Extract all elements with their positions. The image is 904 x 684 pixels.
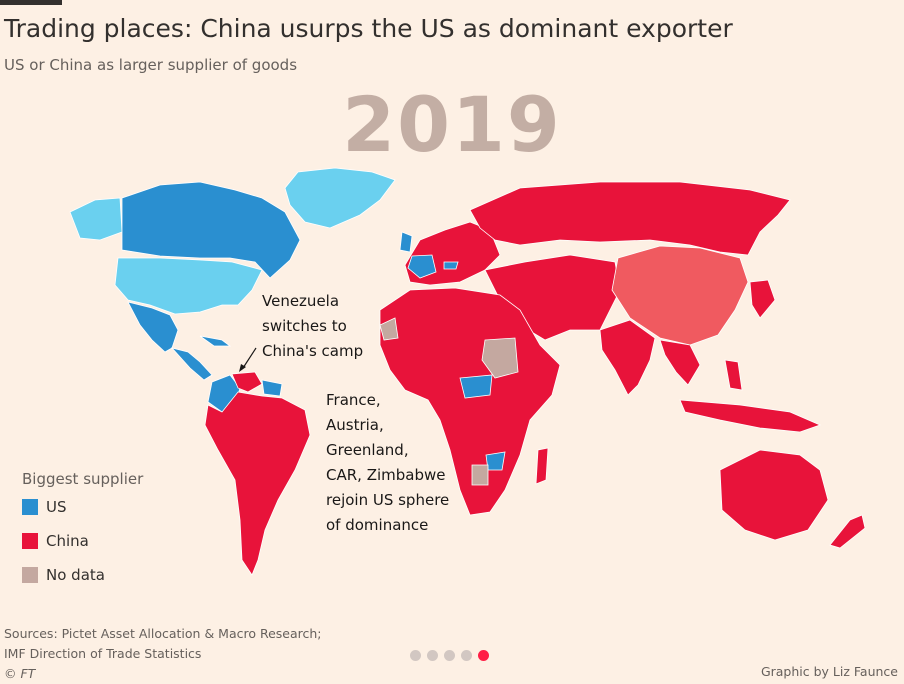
region-austria bbox=[443, 261, 459, 270]
region-new-zealand bbox=[829, 514, 866, 549]
chart-title: Trading places: China usurps the US as d… bbox=[4, 14, 733, 43]
legend-swatch-no-data bbox=[22, 567, 38, 583]
region-china bbox=[611, 245, 749, 346]
region-australia bbox=[719, 449, 829, 541]
page-dot-1[interactable] bbox=[410, 650, 421, 661]
region-alaska bbox=[69, 197, 123, 241]
legend-label-no-data: No data bbox=[46, 566, 105, 584]
region-madagascar bbox=[535, 447, 549, 485]
year-label: 2019 bbox=[342, 80, 562, 169]
graphic-credit: Graphic by Liz Faunce bbox=[760, 664, 898, 679]
page-dot-3[interactable] bbox=[444, 650, 455, 661]
annotation-venezuela: Venezuela switches to China's camp bbox=[262, 289, 363, 364]
legend-label-china: China bbox=[46, 532, 89, 550]
region-canada bbox=[121, 181, 301, 279]
page-dot-4[interactable] bbox=[461, 650, 472, 661]
pagination-dots bbox=[410, 650, 495, 661]
legend-item-china: China bbox=[22, 532, 143, 550]
annotation-line: Venezuela bbox=[262, 292, 340, 310]
region-caribbean bbox=[199, 335, 232, 347]
source-line: IMF Direction of Trade Statistics bbox=[4, 646, 202, 661]
annotation-line: CAR, Zimbabwe bbox=[326, 466, 446, 484]
region-sudan bbox=[481, 337, 519, 379]
legend-label-us: US bbox=[46, 498, 67, 516]
annotation-line: Austria, bbox=[326, 416, 384, 434]
legend-swatch-china bbox=[22, 533, 38, 549]
sources: Sources: Pictet Asset Allocation & Macro… bbox=[4, 624, 322, 684]
region-uk bbox=[399, 231, 413, 253]
region-zimbabwe bbox=[485, 451, 506, 471]
region-usa bbox=[114, 257, 263, 315]
venezuela-arrow-line bbox=[242, 347, 257, 369]
annotation-line: France, bbox=[326, 391, 381, 409]
source-line: Sources: Pictet Asset Allocation & Macro… bbox=[4, 626, 322, 641]
legend-swatch-us bbox=[22, 499, 38, 515]
annotation-line: of dominance bbox=[326, 516, 429, 534]
chart-subtitle: US or China as larger supplier of goods bbox=[4, 56, 298, 74]
region-western-sahara bbox=[379, 317, 399, 341]
region-southeast-asia bbox=[659, 339, 701, 386]
region-russia bbox=[469, 181, 791, 256]
region-greenland bbox=[284, 167, 396, 229]
region-indonesia bbox=[679, 399, 822, 433]
annotation-line: China's camp bbox=[262, 342, 364, 360]
page-dot-5[interactable] bbox=[478, 650, 489, 661]
region-car bbox=[459, 374, 493, 399]
region-guianas bbox=[261, 379, 283, 397]
page-dot-2[interactable] bbox=[427, 650, 438, 661]
legend: Biggest supplier US China No data bbox=[22, 470, 143, 600]
region-japan bbox=[749, 279, 776, 319]
region-india bbox=[599, 319, 656, 396]
legend-item-us: US bbox=[22, 498, 143, 516]
region-central-america bbox=[170, 347, 213, 381]
region-south-america bbox=[204, 391, 311, 576]
header-rule bbox=[0, 0, 62, 5]
annotation-us-sphere: France, Austria, Greenland, CAR, Zimbabw… bbox=[326, 388, 449, 538]
copyright: © FT bbox=[4, 666, 36, 681]
region-philippines bbox=[724, 359, 743, 391]
region-venezuela bbox=[231, 371, 263, 393]
annotation-line: Greenland, bbox=[326, 441, 409, 459]
venezuela-arrow-head bbox=[239, 364, 246, 372]
legend-item-no-data: No data bbox=[22, 566, 143, 584]
legend-title: Biggest supplier bbox=[22, 470, 144, 488]
region-botswana bbox=[471, 464, 489, 486]
region-france bbox=[407, 254, 437, 279]
annotation-line: switches to bbox=[262, 317, 347, 335]
annotation-line: rejoin US sphere bbox=[326, 491, 450, 509]
